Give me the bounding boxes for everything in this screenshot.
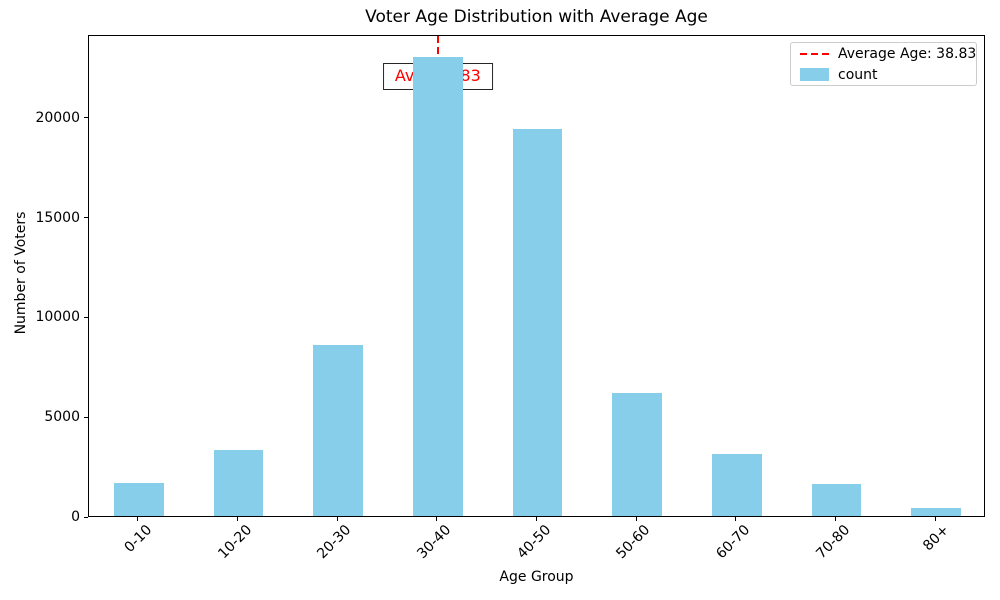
chart-title: Voter Age Distribution with Average Age	[365, 7, 708, 27]
x-tick-mark	[436, 517, 438, 521]
legend-item-average-age: Average Age: 38.83	[800, 46, 976, 62]
bar-0-10	[113, 482, 164, 516]
x-tick-label-60-70: 60-70	[713, 522, 754, 563]
x-tick-mark	[635, 517, 637, 521]
x-tick-mark	[237, 517, 238, 521]
legend-item-count: count	[800, 67, 967, 83]
legend-label-average-age: Average Age: 38.83	[838, 45, 977, 62]
y-tick-mark	[84, 217, 88, 219]
plot-area: Avg: 38.83	[88, 35, 985, 517]
x-tick-mark	[137, 517, 139, 521]
bar-10-20	[213, 450, 264, 516]
bar-20-30	[313, 344, 364, 516]
y-tick-label-10000: 10000	[35, 309, 80, 326]
y-tick-label-20000: 20000	[35, 109, 80, 126]
x-tick-label-40-50: 40-50	[513, 522, 554, 563]
color-patch-marker-icon	[800, 68, 829, 81]
x-tick-label-50-60: 50-60	[613, 522, 654, 563]
x-tick-label-10-20: 10-20	[214, 522, 255, 563]
x-tick-mark	[835, 517, 836, 521]
x-tick-label-70-80: 70-80	[812, 522, 853, 563]
y-tick-label-15000: 15000	[35, 209, 80, 226]
x-tick-mark	[336, 517, 338, 521]
x-tick-mark	[735, 517, 737, 521]
dashed-line-marker-icon	[800, 52, 829, 55]
bar-70-80	[811, 484, 862, 516]
y-tick-mark	[84, 117, 88, 119]
x-axis-label: Age Group	[499, 569, 574, 585]
bar-50-60	[612, 393, 663, 516]
x-tick-label-20-30: 20-30	[314, 522, 355, 563]
legend-label-count: count	[838, 66, 878, 83]
bar-30-40	[412, 56, 463, 516]
x-tick-mark	[536, 517, 537, 521]
y-tick-label-5000: 5000	[44, 409, 80, 426]
y-tick-mark	[84, 516, 88, 518]
x-tick-mark	[934, 517, 936, 521]
y-tick-mark	[84, 316, 88, 318]
bar-60-70	[711, 454, 762, 516]
y-tick-label-0: 0	[71, 509, 80, 525]
y-tick-mark	[84, 416, 88, 418]
x-tick-label-0-10: 0-10	[121, 522, 156, 556]
x-tick-label-30-40: 30-40	[414, 522, 455, 563]
bar-80+	[911, 508, 962, 516]
bar-40-50	[512, 128, 563, 516]
x-tick-label-80+: 80+	[920, 522, 953, 555]
legend: Average Age: 38.83 count	[790, 42, 977, 86]
